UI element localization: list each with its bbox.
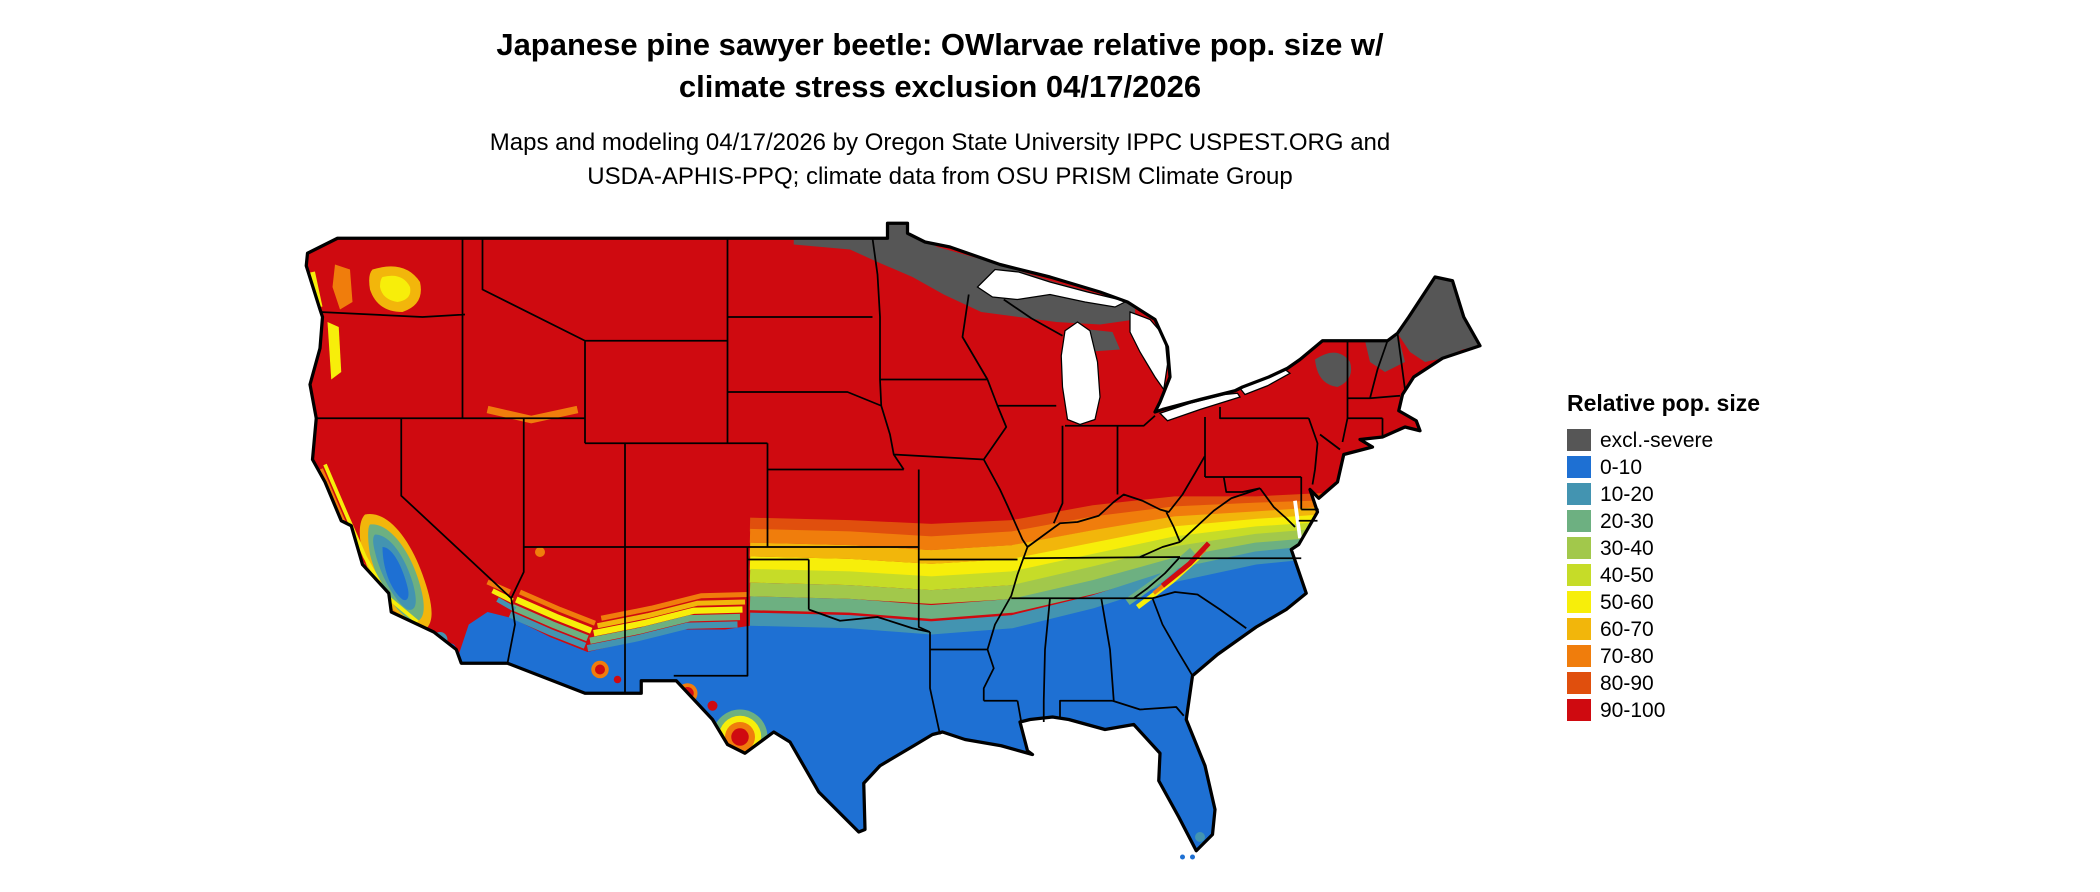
legend-swatch — [1567, 510, 1591, 532]
legend-label: excl.-severe — [1600, 428, 1714, 452]
credits-line-1: Maps and modeling 04/17/2026 by Oregon S… — [489, 129, 1391, 156]
legend-entries: excl.-severe 0-10 10-20 20-30 30-40 40-50 50-6… — [1567, 429, 1760, 721]
legend-entry: 50-60 — [1567, 591, 1760, 613]
state-borders — [316, 238, 1406, 735]
legend-entry: 70-80 — [1567, 645, 1760, 667]
legend-entry: 40-50 — [1567, 564, 1760, 586]
raster-southwest-arcs — [486, 579, 748, 652]
legend-swatch — [1567, 429, 1591, 451]
legend: Relative pop. size excl.-severe 0-10 10-20… — [1567, 390, 1760, 726]
credits-line-2: USDA-APHIS-PPQ; climate data from OSU PR… — [587, 162, 1293, 190]
legend-entry: 90-100 — [1567, 699, 1760, 721]
legend-entry: 80-90 — [1567, 672, 1760, 694]
lake-michigan — [1060, 321, 1101, 426]
great-lakes — [976, 268, 1292, 426]
legend-label: 10-20 — [1600, 482, 1654, 506]
map-credits: Maps and modeling 04/17/2026 by Oregon S… — [0, 126, 1880, 193]
title-line-1: Japanese pine sawyer beetle: OWlarvae re… — [496, 27, 1384, 62]
legend-label: 90-100 — [1600, 698, 1666, 722]
legend-entry: 60-70 — [1567, 618, 1760, 640]
legend-swatch — [1567, 672, 1591, 694]
legend-swatch — [1567, 456, 1591, 478]
legend-label: 60-70 — [1600, 617, 1654, 641]
legend-swatch — [1567, 483, 1591, 505]
legend-entry: 0-10 — [1567, 456, 1760, 478]
title-line-2: climate stress exclusion 04/17/2026 — [678, 68, 1202, 104]
florida-keys — [1180, 854, 1195, 860]
legend-entry: 30-40 — [1567, 537, 1760, 559]
raster-exclusion-gray — [793, 223, 1480, 387]
legend-swatch — [1567, 645, 1591, 667]
page-title: Japanese pine sawyer beetle: OWlarvae re… — [0, 24, 1880, 108]
legend-label: 40-50 — [1600, 563, 1654, 587]
raster-northwest-detail — [308, 264, 579, 424]
legend-entry: 20-30 — [1567, 510, 1760, 532]
legend-label: 0-10 — [1600, 455, 1643, 479]
chesapeake-bay — [1293, 500, 1302, 539]
legend-label: 70-80 — [1600, 644, 1654, 668]
map-outline — [304, 221, 1482, 853]
legend-label: 50-60 — [1600, 590, 1654, 614]
legend-entry: 10-20 — [1567, 483, 1760, 505]
legend-swatch — [1567, 618, 1591, 640]
legend-swatch — [1567, 699, 1591, 721]
legend-title: Relative pop. size — [1567, 390, 1761, 416]
legend-swatch — [1567, 591, 1591, 613]
legend-label: 20-30 — [1600, 509, 1654, 533]
legend-swatch — [1567, 537, 1591, 559]
us-raster-map — [304, 221, 1482, 860]
legend-label: 30-40 — [1600, 536, 1654, 560]
legend-label: 80-90 — [1600, 671, 1654, 695]
legend-entry: excl.-severe — [1567, 429, 1760, 451]
conus-map — [300, 212, 1500, 882]
legend-swatch — [1567, 564, 1591, 586]
